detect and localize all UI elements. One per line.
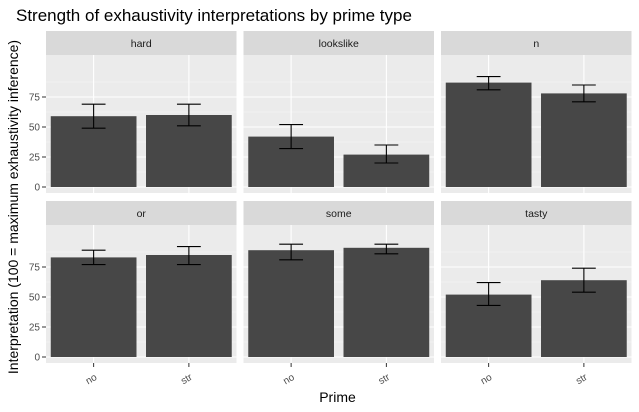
y-axis-title: Interpretation (100 = maximum exhaustivi… — [5, 40, 21, 374]
strip-label-lookslike: lookslike — [319, 38, 359, 50]
bar-tasty-str — [541, 280, 627, 357]
strip-label-hard: hard — [131, 38, 152, 50]
bar-hard-str — [146, 115, 232, 187]
bar-n-str — [541, 93, 627, 187]
y-tick-label: 50 — [29, 123, 41, 134]
strip-lookslike — [243, 31, 434, 55]
y-tick-label: 25 — [29, 153, 41, 164]
y-tick-label: 25 — [29, 323, 41, 334]
strip-some — [243, 201, 434, 225]
facet-n: n — [441, 31, 632, 193]
y-tick-label: 0 — [34, 183, 40, 194]
facet-some: some no str — [243, 201, 434, 387]
strip-label-n: n — [533, 38, 539, 50]
x-tick-label-no: no — [84, 372, 100, 387]
bar-some-no — [248, 250, 334, 357]
strip-label-tasty: tasty — [525, 208, 548, 220]
x-tick-label-str: str — [179, 372, 195, 387]
facet-tasty: tasty no str — [441, 201, 632, 387]
x-tick-label-str: str — [377, 372, 393, 387]
y-tick-label: 75 — [29, 263, 41, 274]
bar-or-str — [146, 255, 232, 357]
facet-panels: hard 0 25 50 75 lookslike n or 0 25 50 75 no str some n… — [29, 31, 632, 387]
y-tick-label: 50 — [29, 293, 41, 304]
x-tick-label-no: no — [281, 372, 297, 387]
facet-or: or 0 25 50 75 no str — [29, 201, 237, 387]
y-tick-label: 0 — [34, 353, 40, 364]
bar-or-no — [50, 257, 137, 357]
x-tick-label-str: str — [574, 372, 590, 387]
strip-n — [441, 31, 632, 55]
bar-some-str — [343, 247, 430, 357]
strip-label-some: some — [326, 208, 352, 220]
bar-n-no — [445, 82, 532, 187]
y-tick-label: 75 — [29, 93, 41, 104]
x-tick-label-no: no — [479, 372, 495, 387]
facet-lookslike: lookslike — [243, 31, 434, 193]
facet-hard: hard 0 25 50 75 — [29, 31, 237, 194]
strip-label-or: or — [137, 208, 147, 220]
strip-hard — [46, 31, 237, 55]
strip-or — [46, 201, 237, 225]
strip-tasty — [441, 201, 632, 225]
chart-title: Strength of exhaustivity interpretations… — [16, 6, 412, 25]
x-axis-title: Prime — [319, 389, 356, 405]
